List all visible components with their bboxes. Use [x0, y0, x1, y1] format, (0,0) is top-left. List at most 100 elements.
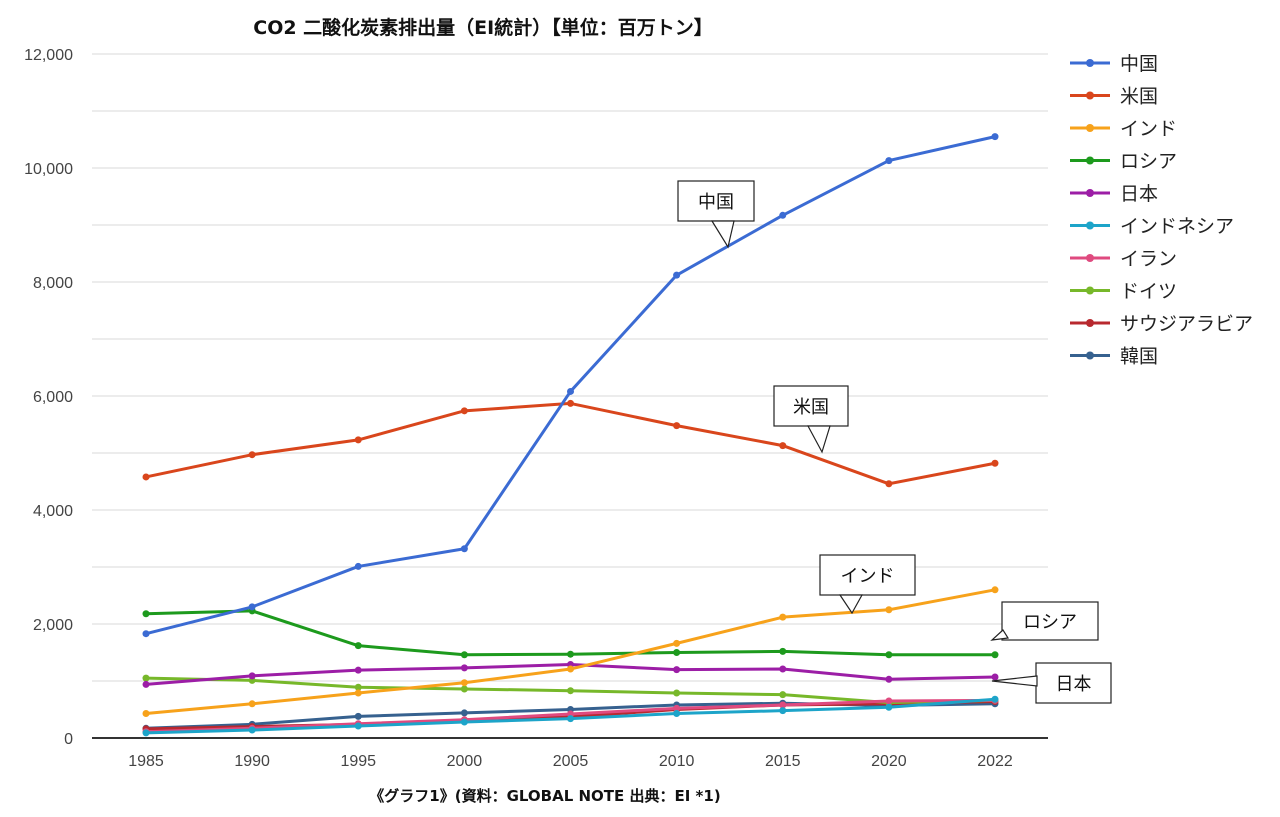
data-point: [673, 689, 681, 697]
data-point: [673, 666, 681, 674]
y-tick-label: 12,000: [24, 47, 73, 64]
callout: インド: [819, 554, 916, 615]
legend-label: ロシア: [1120, 151, 1177, 173]
x-tick-label: 1985: [128, 753, 164, 770]
y-tick-label: 6,000: [33, 389, 73, 406]
series-line: [145, 401, 996, 486]
data-point: [248, 672, 256, 680]
callout-label: 中国: [698, 192, 734, 213]
callout-label: ロシア: [1023, 612, 1077, 633]
legend-label: ドイツ: [1120, 281, 1177, 303]
callout: ロシア: [990, 601, 1099, 641]
data-point: [142, 630, 150, 638]
x-tick-label: 2000: [447, 753, 483, 770]
data-point: [779, 613, 787, 621]
callout-label: 米国: [793, 397, 829, 418]
series-インド: [142, 586, 999, 717]
data-point: [779, 211, 787, 219]
legend-label: イラン: [1120, 248, 1177, 270]
gridlines: [92, 53, 1048, 739]
legend-marker: [1086, 124, 1094, 132]
data-point: [460, 709, 468, 717]
x-tick-label: 2010: [659, 753, 695, 770]
legend-item: インドネシア: [1070, 216, 1234, 238]
data-point: [354, 722, 362, 730]
callout-pointer: [990, 629, 1010, 641]
data-point: [885, 606, 893, 614]
data-point: [673, 422, 681, 430]
series-日本: [142, 660, 999, 688]
data-point: [779, 665, 787, 673]
legend-item: インド: [1070, 118, 1177, 140]
data-point: [673, 271, 681, 279]
data-point: [354, 683, 362, 691]
data-point: [460, 407, 468, 415]
data-point: [567, 687, 574, 695]
callout-label: インド: [841, 566, 895, 587]
legend-marker: [1086, 91, 1094, 100]
callout-pointer: [991, 675, 1038, 687]
data-point: [460, 664, 468, 672]
y-tick-label: 8,000: [33, 275, 73, 292]
data-point: [673, 649, 681, 656]
data-point: [779, 691, 787, 699]
y-tick-label: 2,000: [33, 617, 73, 634]
legend-label: 韓国: [1120, 346, 1158, 368]
data-point: [885, 675, 893, 683]
data-point: [673, 639, 681, 647]
x-tick-label: 2020: [871, 753, 907, 770]
data-point: [885, 157, 893, 165]
callout-box: [819, 554, 916, 596]
data-point: [142, 680, 150, 688]
callout-label: 日本: [1056, 674, 1092, 695]
legend-label: 中国: [1120, 53, 1158, 75]
data-point: [885, 651, 893, 659]
series-米国: [142, 399, 999, 488]
legend-marker: [1086, 319, 1094, 327]
callout-pointer: [710, 220, 735, 249]
callout-box: [677, 180, 755, 222]
callout-box: [1001, 601, 1099, 641]
data-point: [885, 480, 893, 488]
legend-item: イラン: [1070, 248, 1177, 270]
data-point: [460, 545, 468, 553]
data-point: [673, 709, 681, 717]
y-tick-label: 4,000: [33, 503, 73, 520]
data-point: [567, 650, 574, 658]
data-point: [460, 685, 468, 693]
legend-item: 米国: [1070, 86, 1158, 108]
data-point: [142, 674, 150, 682]
data-point: [885, 697, 893, 705]
data-point: [248, 451, 256, 459]
data-point: [460, 718, 468, 726]
data-point: [142, 709, 150, 717]
legend-item: 韓国: [1070, 346, 1158, 368]
data-point: [354, 666, 362, 674]
series-中国: [142, 133, 999, 638]
legend-marker: [1086, 254, 1094, 262]
data-point: [779, 701, 787, 709]
legend-label: インドネシア: [1120, 216, 1234, 238]
data-point: [354, 689, 362, 697]
data-point: [354, 712, 362, 720]
legend-item: ドイツ: [1070, 281, 1177, 303]
data-point: [354, 642, 362, 650]
x-tick-label: 1995: [340, 753, 376, 770]
legend-label: インド: [1120, 118, 1177, 140]
y-tick-label: 0: [64, 731, 73, 748]
data-point: [142, 473, 150, 481]
series-インドネシア: [142, 695, 999, 737]
legend-marker: [1086, 156, 1094, 165]
data-point: [673, 704, 681, 712]
legend-marker: [1086, 59, 1094, 67]
data-point: [354, 436, 362, 444]
chart-caption: 《グラフ1》(資料：GLOBAL NOTE 出典：EI *1): [369, 787, 720, 805]
data-point: [991, 673, 999, 681]
data-point: [460, 679, 468, 687]
callout: 中国: [677, 180, 755, 249]
data-point: [142, 610, 150, 618]
data-point: [567, 399, 574, 407]
legend-label: サウジアラビア: [1120, 313, 1253, 335]
